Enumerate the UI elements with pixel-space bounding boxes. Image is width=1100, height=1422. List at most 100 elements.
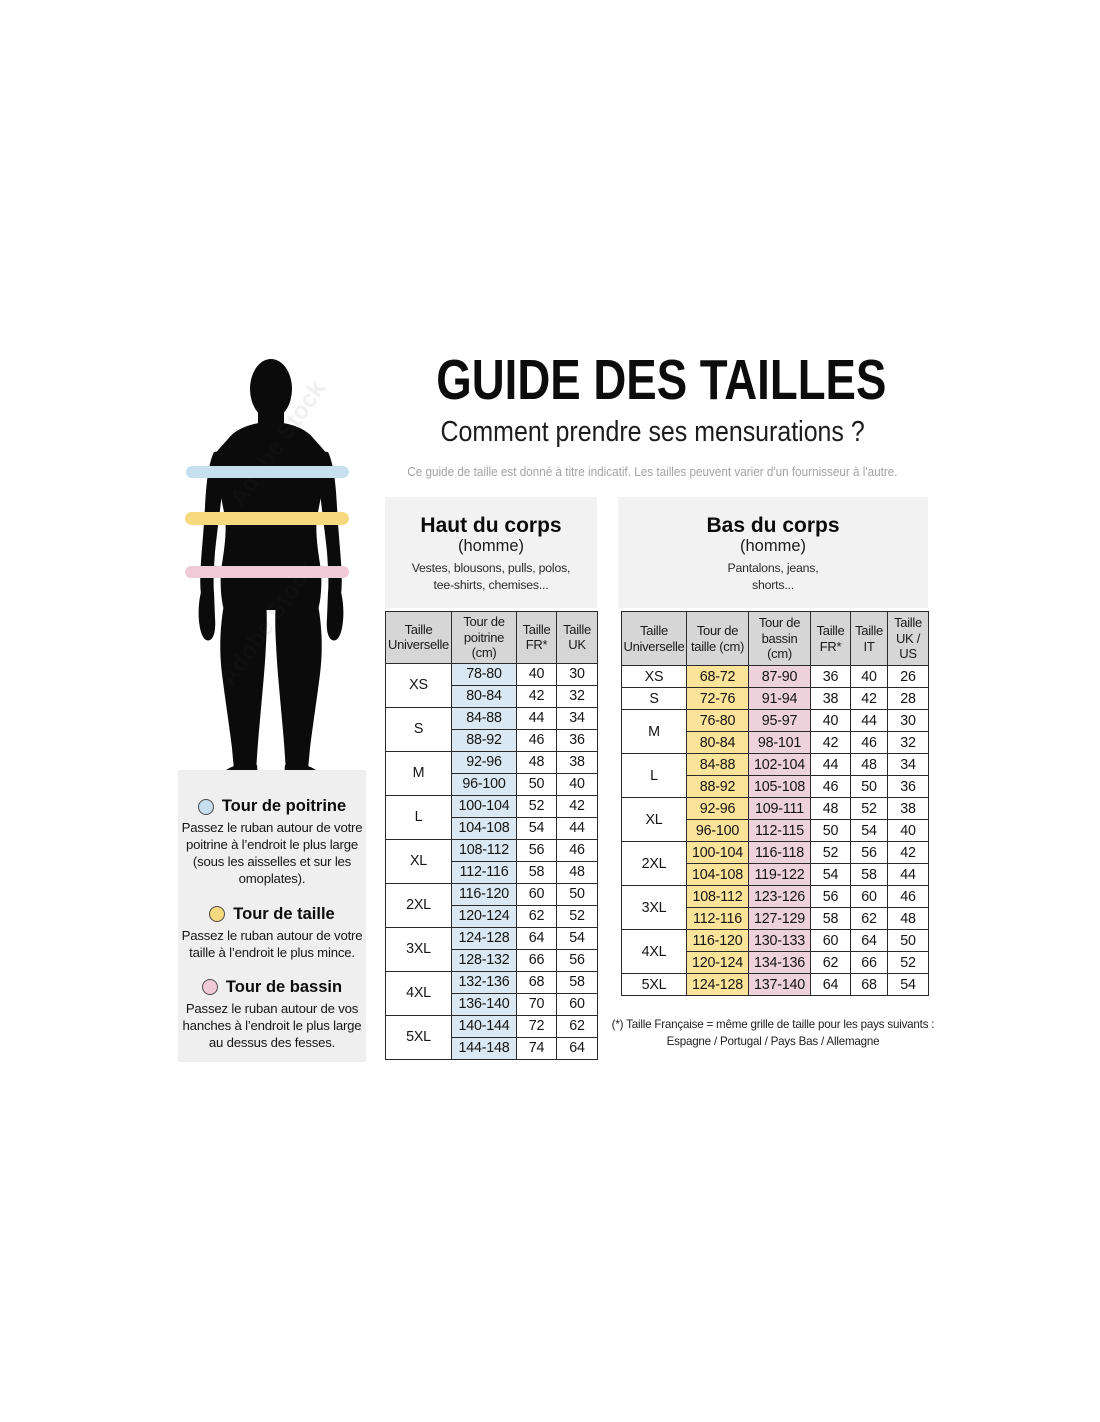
value-cell: 108-112 — [686, 885, 749, 908]
disclaimer-note-text: Ce guide de taille est donné à titre ind… — [407, 464, 898, 479]
size-cell: 2XL — [621, 841, 687, 886]
table-row: 4XL 132-136 68 58 — [385, 970, 598, 1016]
table-row: 5XL 140-144 72 62 — [385, 1014, 598, 1060]
value-cell: 36 — [810, 665, 851, 688]
value-cell: 88-92 — [686, 775, 749, 798]
value-cell: 42 — [850, 687, 888, 710]
value-cell: 84-88 — [686, 753, 749, 776]
value-cell: 116-120 — [451, 882, 517, 906]
table-row: XL 108-112 56 46 — [385, 838, 598, 884]
value-cell: 88-92 — [451, 728, 517, 752]
value-cell: 50 — [516, 772, 557, 796]
value-cell: 104-108 — [451, 816, 517, 840]
value-cell: 32 — [887, 731, 929, 754]
value-cell: 44 — [516, 706, 557, 730]
upper-panel-title: Haut du corps — [420, 514, 562, 537]
value-cell: 40 — [887, 819, 929, 842]
value-cell: 78-80 — [451, 662, 517, 686]
value-cell: 62 — [850, 907, 888, 930]
value-cell: 92-96 — [451, 750, 517, 774]
value-cell: 44 — [810, 753, 851, 776]
lower-body-panel-header: Bas du corps (homme) Pantalons, jeans, s… — [618, 497, 928, 608]
value-cell: 96-100 — [686, 819, 749, 842]
table-row: 120-124 62 52 — [386, 904, 598, 928]
value-cell: 52 — [810, 841, 851, 864]
french-size-footnote: (*) Taille Française = même grille de ta… — [610, 1016, 936, 1051]
table-row: XL 92-96 109-111 48 52 38 — [621, 797, 929, 842]
value-cell: 52 — [850, 797, 888, 820]
upper-panel-subtitle: (homme) — [457, 537, 524, 556]
silhouette-right-hand — [326, 592, 344, 641]
value-cell: 136-140 — [451, 992, 517, 1016]
value-cell: 95-97 — [748, 709, 811, 732]
value-cell: 64 — [850, 929, 888, 952]
value-cell: 92-96 — [686, 797, 749, 820]
legend-item-chest-header: Tour de poitrine — [178, 797, 366, 816]
page-title-text: GUIDE DES TAILLES — [436, 348, 887, 412]
value-cell: 40 — [516, 662, 557, 686]
column-header: Tour de taille (cm) — [686, 611, 749, 666]
value-cell: 96-100 — [451, 772, 517, 796]
value-cell: 144-148 — [451, 1036, 517, 1060]
legend-item-waist-header: Tour de taille — [178, 905, 366, 924]
value-cell: 54 — [810, 863, 851, 886]
value-cell: 54 — [850, 819, 888, 842]
value-cell: 46 — [810, 775, 851, 798]
value-cell: 72-76 — [686, 687, 749, 710]
value-cell: 68 — [516, 970, 557, 994]
value-cell: 52 — [516, 794, 557, 818]
value-cell: 46 — [887, 885, 929, 908]
value-cell: 112-115 — [748, 819, 811, 842]
lower-table-header-row: Taille Universelle Tour de taille (cm) Tou… — [621, 611, 929, 666]
size-cell: 4XL — [385, 970, 452, 1016]
size-cell: L — [621, 753, 687, 798]
value-cell: 134-136 — [748, 951, 811, 974]
silhouette-left-hand — [198, 592, 216, 641]
value-cell: 137-140 — [748, 973, 811, 996]
value-cell: 62 — [810, 951, 851, 974]
value-cell: 64 — [516, 926, 557, 950]
lower-panel-garments: Pantalons, jeans, shorts... — [727, 561, 819, 593]
upper-table-header-row: Taille Universelle Tour de poitrine (cm) T… — [385, 611, 598, 664]
legend-item-hips-description: Passez le ruban autour de vos hanches à … — [182, 1000, 362, 1051]
size-cell: S — [621, 687, 687, 710]
column-header: Taille FR* — [810, 611, 851, 666]
table-row: L 84-88 102-104 44 48 34 — [621, 753, 929, 798]
size-cell: 5XL — [621, 973, 687, 996]
size-cell: XL — [385, 838, 452, 884]
value-cell: 100-104 — [686, 841, 749, 864]
value-cell: 58 — [556, 970, 598, 994]
value-cell: 50 — [810, 819, 851, 842]
value-cell: 58 — [850, 863, 888, 886]
value-cell: 66 — [850, 951, 888, 974]
value-cell: 28 — [887, 687, 929, 710]
silhouette-head — [250, 359, 292, 419]
lower-body-size-table: Taille Universelle Tour de taille (cm) Tou… — [621, 611, 929, 996]
value-cell: 42 — [810, 731, 851, 754]
value-cell: 62 — [516, 904, 557, 928]
value-cell: 68-72 — [686, 665, 749, 688]
value-cell: 56 — [516, 838, 557, 862]
value-cell: 40 — [810, 709, 851, 732]
value-cell: 54 — [516, 816, 557, 840]
value-cell: 56 — [850, 841, 888, 864]
upper-panel-garments: Vestes, blousons, pulls, polos, tee-shir… — [411, 561, 571, 593]
value-cell: 64 — [810, 973, 851, 996]
legend-item-hips: Tour de bassin Passez le ruban autour de… — [178, 978, 366, 1051]
size-cell: 5XL — [385, 1014, 452, 1060]
upper-body-panel-header: Haut du corps (homme) Vestes, blousons, … — [385, 497, 597, 608]
value-cell: 46 — [850, 731, 888, 754]
value-cell: 50 — [556, 882, 598, 906]
legend-item-hips-header: Tour de bassin — [178, 978, 366, 997]
page-subtitle: Comment prendre ses mensurations ? — [380, 416, 925, 449]
table-row: 144-148 74 64 — [386, 1036, 598, 1060]
table-row: 80-84 98-101 42 46 32 — [622, 731, 929, 754]
value-cell: 30 — [556, 662, 598, 686]
lower-panel-subtitle: (homme) — [739, 537, 806, 556]
value-cell: 52 — [556, 904, 598, 928]
value-cell: 46 — [516, 728, 557, 752]
value-cell: 112-116 — [686, 907, 749, 930]
table-row: 2XL 100-104 116-118 52 56 42 — [621, 841, 929, 886]
value-cell: 48 — [810, 797, 851, 820]
value-cell: 42 — [556, 794, 598, 818]
